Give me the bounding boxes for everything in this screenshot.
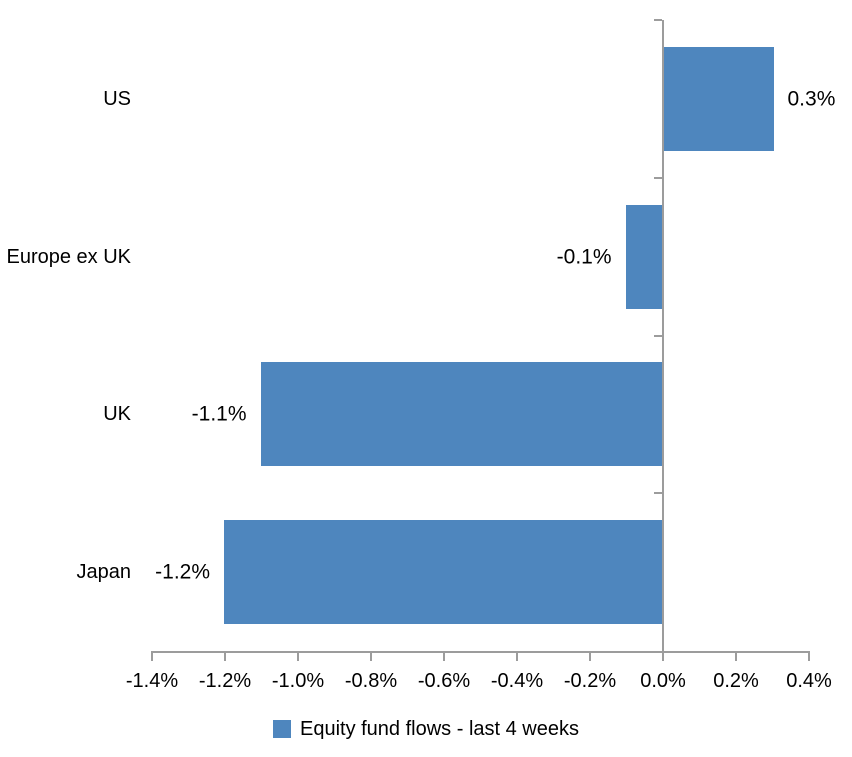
bar-uk [260, 362, 662, 467]
category-label: UK [103, 403, 131, 426]
x-axis-tick-label: -1.2% [198, 670, 252, 692]
y-axis-line [662, 20, 664, 661]
x-axis-tick-label: 0.0% [640, 670, 686, 692]
y-axis-tick [654, 19, 662, 21]
x-axis-tick [370, 653, 372, 661]
data-label: -0.1% [556, 245, 612, 269]
x-axis-tick-label: -0.8% [344, 670, 398, 692]
x-axis-tick [516, 653, 518, 661]
bar-japan [224, 520, 662, 625]
bar-europe-ex-uk [625, 204, 662, 309]
x-axis-tick [224, 653, 226, 661]
legend: Equity fund flows - last 4 weeks [0, 719, 852, 739]
x-axis-tick-label: -0.4% [490, 670, 544, 692]
x-axis-tick [151, 653, 153, 661]
x-axis-tick [735, 653, 737, 661]
y-axis-tick [654, 334, 662, 337]
x-axis-tick [443, 653, 445, 661]
x-axis-tick-label: -1.4% [125, 670, 179, 692]
legend-swatch-icon [272, 720, 291, 738]
y-axis-tick [654, 492, 662, 495]
x-axis-tick [662, 653, 664, 661]
x-axis-tick-label: -1.0% [271, 670, 325, 692]
x-axis-tick [808, 653, 810, 661]
category-label: Europe ex UK [6, 245, 131, 268]
x-axis-tick-label: 0.2% [713, 670, 759, 692]
data-label: -1.1% [191, 402, 247, 426]
legend-label: Equity fund flows - last 4 weeks [299, 718, 579, 740]
x-axis-tick-label: -0.6% [417, 670, 471, 692]
x-axis-tick [297, 653, 299, 661]
y-axis-tick [654, 176, 662, 179]
x-axis-line [151, 651, 810, 653]
data-label: 0.3% [787, 87, 836, 111]
bar-us [664, 46, 774, 151]
data-label: -1.2% [155, 560, 210, 584]
x-axis-tick-label: 0.4% [786, 670, 832, 692]
x-axis-tick [589, 653, 591, 661]
category-label: Japan [76, 561, 132, 584]
x-axis-tick-label: -0.2% [563, 670, 617, 692]
category-label: US [103, 87, 131, 110]
